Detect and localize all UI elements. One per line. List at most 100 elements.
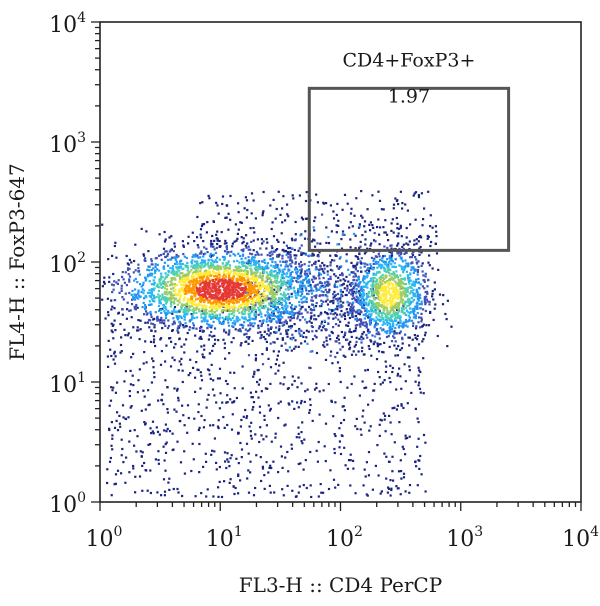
event-dot [221, 309, 224, 312]
event-dot [424, 272, 427, 275]
event-dot [222, 271, 225, 274]
event-dot [186, 266, 189, 269]
event-dot [359, 266, 362, 269]
event-dot [400, 296, 403, 299]
event-dot [380, 267, 383, 270]
event-dot [334, 280, 338, 283]
event-dot [251, 288, 254, 291]
event-dot [314, 285, 317, 288]
event-dot [333, 284, 336, 287]
event-dot [226, 452, 229, 455]
event-dot [115, 419, 118, 422]
event-dot [402, 472, 406, 475]
event-dot [200, 320, 203, 323]
event-dot [390, 488, 393, 492]
event-dot [398, 421, 401, 424]
event-dot [288, 280, 291, 284]
event-dot [238, 311, 241, 314]
event-dot [249, 248, 252, 251]
event-dot [191, 300, 194, 304]
event-dot [180, 345, 183, 348]
event-dot [120, 287, 123, 290]
event-dot [414, 380, 417, 383]
event-dot [251, 271, 254, 274]
event-dot [403, 363, 406, 366]
event-dot [303, 340, 307, 343]
event-dot [164, 451, 168, 454]
event-dot [395, 284, 398, 287]
event-dot [253, 370, 256, 373]
event-dot [215, 309, 218, 312]
event-dot [363, 252, 366, 255]
event-dot [212, 253, 215, 256]
event-dot [198, 279, 201, 283]
event-dot [325, 300, 328, 303]
event-dot [217, 495, 220, 498]
event-dot [293, 276, 296, 279]
event-dot [232, 260, 236, 263]
event-dot [377, 474, 380, 477]
event-dot [189, 372, 192, 375]
event-dot [385, 294, 388, 298]
event-dot [385, 289, 388, 292]
event-dot [354, 272, 357, 275]
event-dot [274, 363, 277, 366]
event-dot [232, 271, 235, 274]
event-dot [247, 293, 251, 296]
event-dot [198, 337, 201, 340]
event-dot [217, 319, 221, 322]
event-dot [376, 262, 379, 265]
event-dot [395, 275, 399, 278]
event-dot [405, 262, 408, 265]
event-dot [366, 330, 370, 333]
event-dot [342, 278, 345, 281]
event-dot [412, 288, 415, 291]
event-dot [217, 212, 220, 215]
event-dot [201, 223, 204, 226]
event-dot [116, 282, 119, 285]
event-dot [160, 321, 163, 324]
event-dot [215, 316, 218, 319]
event-dot [421, 285, 424, 288]
event-dot [318, 413, 321, 416]
event-dot [341, 284, 344, 287]
event-dot [192, 265, 195, 268]
event-dot [255, 296, 258, 299]
event-dot [289, 250, 292, 253]
event-dot [366, 208, 369, 211]
event-dot [271, 314, 274, 317]
event-dot [242, 269, 245, 273]
event-dot [315, 382, 318, 385]
event-dot [374, 309, 377, 312]
event-dot [303, 438, 306, 441]
event-dot [412, 293, 415, 296]
event-dot [195, 298, 198, 301]
event-dot [146, 489, 149, 492]
event-dot [178, 262, 181, 265]
event-dot [270, 227, 273, 231]
event-dot [257, 282, 260, 285]
event-dot [325, 336, 328, 339]
event-dot [421, 340, 424, 343]
event-dot [211, 388, 215, 391]
event-dot [171, 323, 174, 326]
event-dot [350, 382, 353, 386]
event-dot [178, 320, 181, 323]
event-dot [376, 308, 379, 311]
event-dot [260, 334, 263, 337]
event-dot [257, 294, 260, 297]
event-dot [151, 420, 155, 423]
event-dot [396, 311, 399, 314]
event-dot [119, 351, 122, 354]
event-dot [407, 304, 410, 307]
event-dot [340, 238, 343, 241]
event-dot [406, 274, 409, 277]
event-dot [371, 302, 374, 305]
event-dot [185, 265, 188, 268]
event-dot [132, 384, 135, 387]
event-dot [152, 432, 155, 435]
event-dot [195, 262, 198, 265]
event-dot [300, 270, 303, 273]
event-dot [296, 311, 299, 314]
event-dot [147, 389, 150, 392]
